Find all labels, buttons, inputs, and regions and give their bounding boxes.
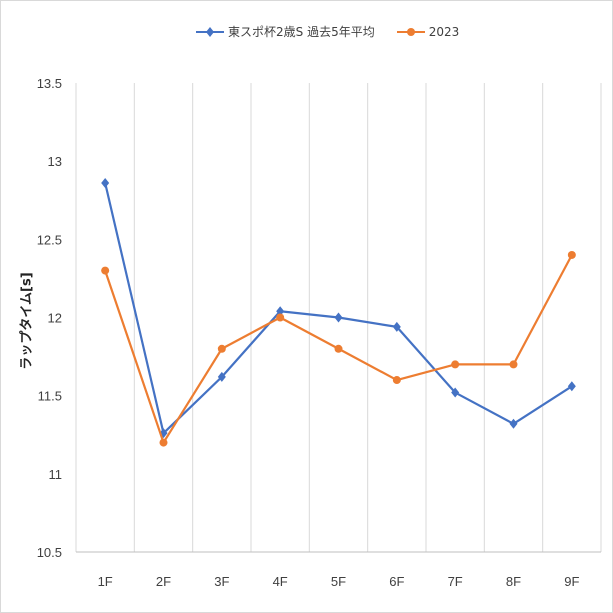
legend: 東スポ杯2歳S 過去5年平均 2023	[196, 23, 481, 40]
data-point-series-1	[567, 250, 576, 259]
y-tick-label: 13.5	[37, 76, 62, 91]
data-point-series-1	[159, 438, 168, 447]
legend-2023-swatch-icon	[396, 27, 425, 36]
y-tick-label: 10.5	[37, 545, 62, 560]
x-tick-label: 5F	[331, 574, 346, 589]
y-tick-label: 13	[48, 154, 62, 169]
legend-label-avg: 東スポ杯2歳S 過去5年平均	[228, 25, 375, 39]
data-point-series-0	[334, 312, 343, 323]
x-tick-label: 6F	[389, 574, 404, 589]
y-tick-label: 11	[49, 467, 63, 482]
legend-item-2023: 2023	[396, 24, 460, 39]
x-tick-label: 8F	[506, 574, 521, 589]
y-tick-label: 12.5	[37, 232, 62, 247]
data-point-series-1	[101, 266, 110, 275]
data-point-series-0	[276, 306, 285, 317]
data-point-series-0	[392, 321, 401, 332]
data-point-series-1	[392, 376, 401, 385]
y-axis-label: ラップタイム[s]	[19, 272, 35, 370]
data-point-series-0	[101, 178, 110, 189]
legend-avg-swatch-icon	[196, 26, 224, 37]
legend-item-avg: 東スポ杯2歳S 過去5年平均	[196, 23, 375, 40]
data-point-series-0	[217, 371, 226, 382]
x-tick-label: 1F	[98, 574, 113, 589]
series-line-0	[104, 182, 573, 435]
x-tick-label: 2F	[156, 574, 171, 589]
data-point-series-0	[451, 387, 460, 398]
y-tick-label: 12	[48, 311, 62, 326]
data-point-series-1	[334, 344, 343, 353]
data-point-series-1	[451, 360, 460, 369]
x-tick-label: 4F	[273, 574, 288, 589]
x-tick-label: 3F	[214, 574, 229, 589]
data-point-series-1	[276, 313, 285, 322]
data-point-series-0	[509, 418, 518, 429]
x-tick-label: 7F	[448, 574, 463, 589]
data-point-series-1	[509, 360, 518, 369]
data-point-series-0	[567, 381, 576, 392]
data-point-series-1	[217, 344, 226, 353]
legend-label-2023: 2023	[428, 24, 460, 39]
x-tick-label: 9F	[564, 574, 579, 589]
y-tick-label: 11.5	[38, 389, 62, 404]
